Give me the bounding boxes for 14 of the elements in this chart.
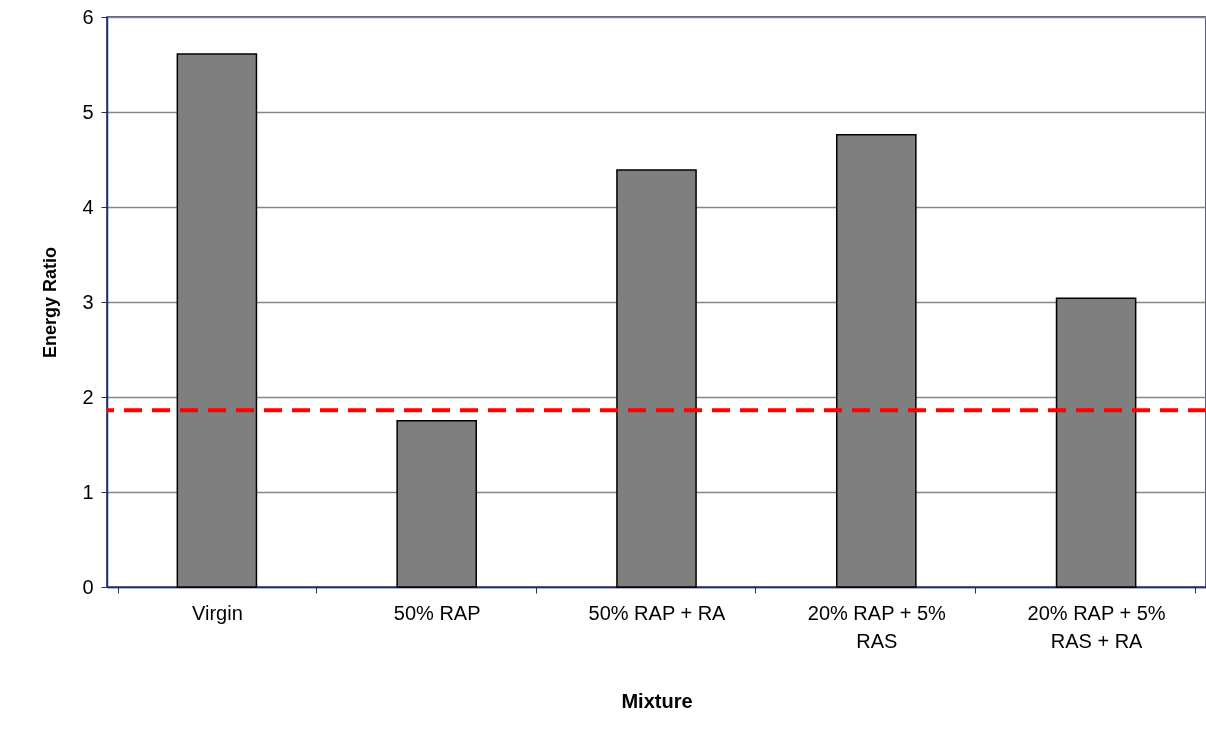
x-tick-label: 50% RAP [393, 601, 481, 624]
x-axis-title: Mixture [621, 689, 693, 712]
x-tick-label: 50% RAP + RA [588, 601, 727, 624]
y-tick-label: 3 [82, 290, 94, 313]
y-tick-label: 0 [82, 575, 94, 598]
y-tick-label: 5 [82, 100, 94, 123]
x-tick-label: 20% RAP + 5% RAS [807, 601, 947, 652]
y-tick-label: 2 [82, 385, 94, 408]
x-tick-label: Virgin [192, 601, 243, 624]
y-tick-label: 4 [82, 195, 94, 218]
y-tick-label: 1 [82, 480, 94, 503]
y-tick-label: 6 [82, 5, 94, 28]
y-axis-title: Energy Ratio [40, 246, 61, 359]
x-tick-label: 20% RAP + 5% RAS + RA [1027, 601, 1166, 652]
